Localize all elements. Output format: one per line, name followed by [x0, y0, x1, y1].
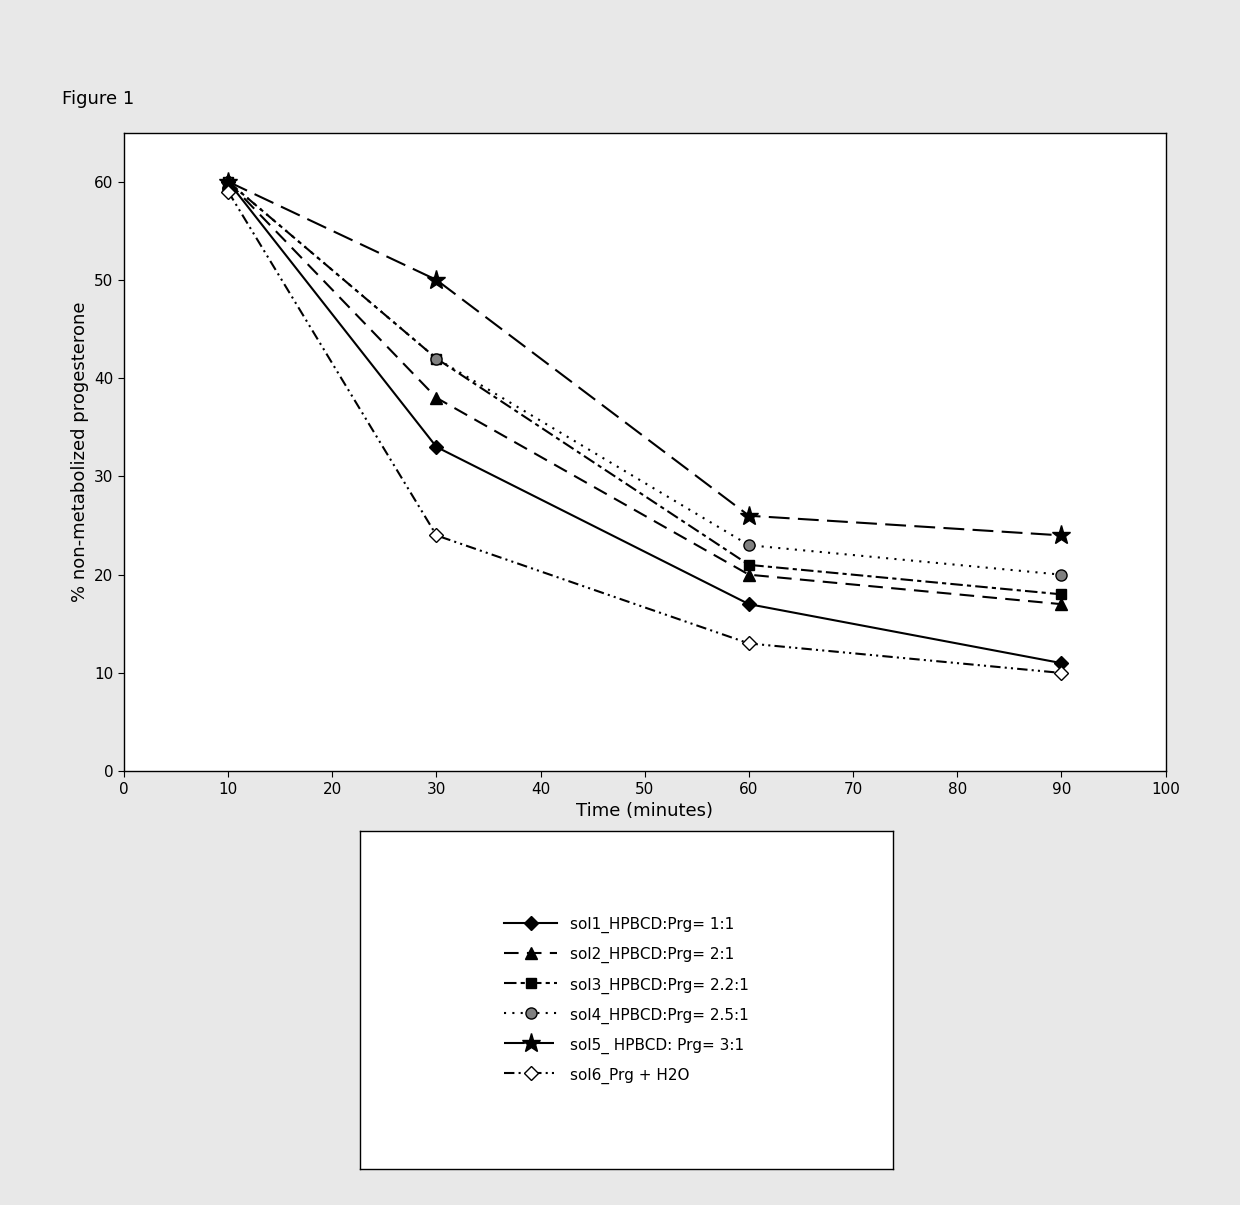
Y-axis label: % non-metabolized progesterone: % non-metabolized progesterone — [71, 301, 88, 602]
X-axis label: Time (minutes): Time (minutes) — [577, 803, 713, 821]
Text: Figure 1: Figure 1 — [62, 90, 134, 108]
Legend: sol1_HPBCD:Prg= 1:1, sol2_HPBCD:Prg= 2:1, sol3_HPBCD:Prg= 2.2:1, sol4_HPBCD:Prg=: sol1_HPBCD:Prg= 1:1, sol2_HPBCD:Prg= 2:1… — [496, 909, 756, 1092]
